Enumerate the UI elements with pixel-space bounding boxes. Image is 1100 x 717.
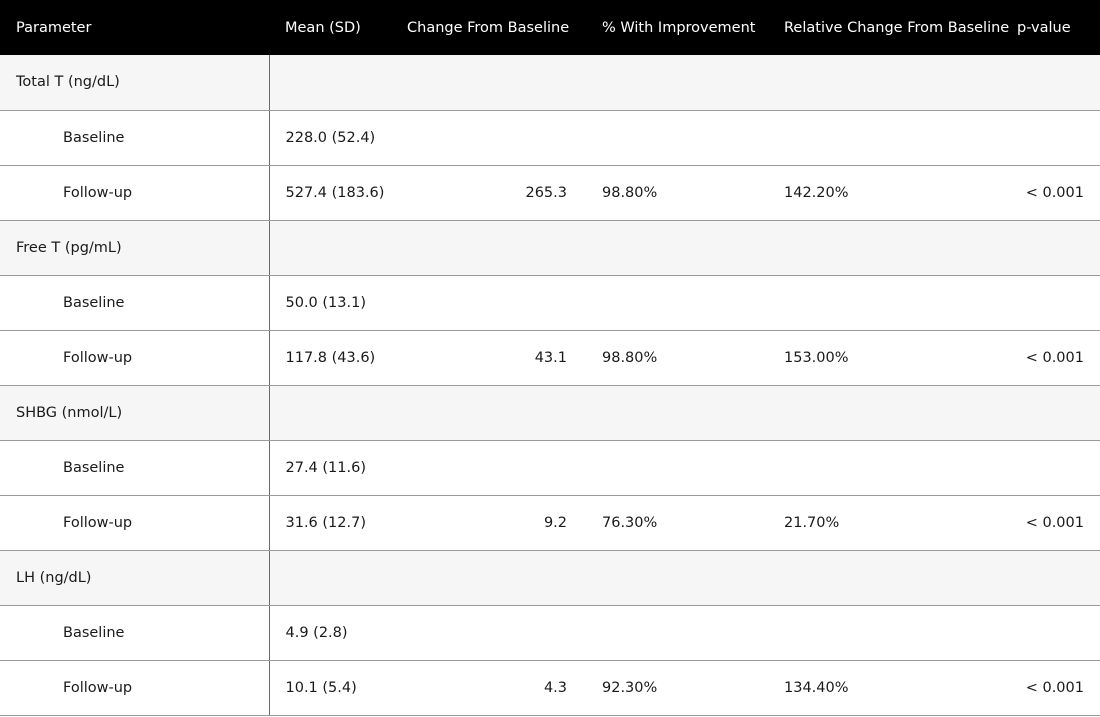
row-label: Baseline <box>0 440 270 496</box>
cell-empty <box>1003 440 1100 496</box>
header-row: Parameter Mean (SD) Change From Baseline… <box>0 0 1100 55</box>
header-change: Change From Baseline <box>407 19 570 36</box>
group-label: Free T (pg/mL) <box>0 220 270 276</box>
cell-mean: 228.0 (52.4) <box>269 110 391 166</box>
cell-relative-change: 153.00% <box>768 330 1003 386</box>
cell-pvalue: < 0.001 <box>1003 330 1100 386</box>
cell-empty <box>586 440 768 496</box>
cell-pct-improvement: 98.80% <box>586 330 768 386</box>
cell-empty <box>391 55 586 111</box>
group-row: Free T (pg/mL) <box>0 220 1100 276</box>
followup-row: Follow-up 31.6 (12.7) 9.2 76.30% 21.70% … <box>0 495 1100 551</box>
cell-empty <box>269 550 391 606</box>
cell-relative-change: 142.20% <box>768 165 1003 221</box>
group-label: LH (ng/dL) <box>0 550 270 606</box>
cell-mean: 527.4 (183.6) <box>269 165 391 221</box>
cell-pvalue: < 0.001 <box>1003 495 1100 551</box>
cell-pvalue: < 0.001 <box>1003 165 1100 221</box>
cell-empty <box>768 385 1003 441</box>
cell-empty <box>1003 220 1100 276</box>
cell-change: 265.3 <box>391 165 586 221</box>
cell-empty <box>1003 55 1100 111</box>
row-label: Follow-up <box>0 495 270 551</box>
cell-empty <box>1003 110 1100 166</box>
row-label: Baseline <box>0 605 270 661</box>
cell-empty <box>391 110 586 166</box>
cell-pct-improvement: 92.30% <box>586 660 768 716</box>
cell-empty <box>586 110 768 166</box>
cell-empty <box>768 110 1003 166</box>
group-label: SHBG (nmol/L) <box>0 385 270 441</box>
row-label: Baseline <box>0 275 270 331</box>
cell-empty <box>586 550 768 606</box>
cell-mean: 31.6 (12.7) <box>269 495 391 551</box>
group-row: Total T (ng/dL) <box>0 55 1100 111</box>
cell-mean: 117.8 (43.6) <box>269 330 391 386</box>
cell-empty <box>768 275 1003 331</box>
cell-empty <box>391 605 586 661</box>
cell-empty <box>391 220 586 276</box>
header-mean: Mean (SD) <box>285 19 361 36</box>
group-label: Total T (ng/dL) <box>0 55 270 111</box>
header-relative-change: Relative Change From Baseline <box>784 19 1010 36</box>
cell-empty <box>391 550 586 606</box>
cell-empty <box>586 220 768 276</box>
cell-empty <box>768 220 1003 276</box>
table-body: Total T (ng/dL) Baseline 228.0 (52.4) Fo… <box>0 55 1100 716</box>
cell-empty <box>586 605 768 661</box>
cell-pct-improvement: 98.80% <box>586 165 768 221</box>
baseline-row: Baseline 228.0 (52.4) <box>0 110 1100 166</box>
header-pct-improvement: % With Improvement <box>602 19 756 36</box>
followup-row: Follow-up 117.8 (43.6) 43.1 98.80% 153.0… <box>0 330 1100 386</box>
cell-empty <box>1003 275 1100 331</box>
cell-empty <box>586 385 768 441</box>
cell-empty <box>1003 385 1100 441</box>
baseline-row: Baseline 50.0 (13.1) <box>0 275 1100 331</box>
cell-empty <box>586 55 768 111</box>
cell-change: 4.3 <box>391 660 586 716</box>
cell-empty <box>269 55 391 111</box>
row-label: Baseline <box>0 110 270 166</box>
cell-empty <box>768 605 1003 661</box>
cell-change: 43.1 <box>391 330 586 386</box>
cell-mean: 27.4 (11.6) <box>269 440 391 496</box>
header-pvalue: p-value <box>1017 19 1071 36</box>
table-header: Parameter Mean (SD) Change From Baseline… <box>0 0 1100 55</box>
header-parameter: Parameter <box>16 19 92 36</box>
cell-empty <box>768 440 1003 496</box>
followup-row: Follow-up 10.1 (5.4) 4.3 92.30% 134.40% … <box>0 660 1100 716</box>
cell-mean: 10.1 (5.4) <box>269 660 391 716</box>
baseline-row: Baseline 4.9 (2.8) <box>0 605 1100 661</box>
cell-empty <box>768 550 1003 606</box>
row-label: Follow-up <box>0 660 270 716</box>
cell-pvalue: < 0.001 <box>1003 660 1100 716</box>
baseline-row: Baseline 27.4 (11.6) <box>0 440 1100 496</box>
cell-mean: 4.9 (2.8) <box>269 605 391 661</box>
cell-empty <box>269 220 391 276</box>
row-label: Follow-up <box>0 330 270 386</box>
cell-empty <box>391 275 586 331</box>
cell-empty <box>768 55 1003 111</box>
group-row: SHBG (nmol/L) <box>0 385 1100 441</box>
cell-empty <box>391 385 586 441</box>
cell-pct-improvement: 76.30% <box>586 495 768 551</box>
cell-change: 9.2 <box>391 495 586 551</box>
cell-relative-change: 21.70% <box>768 495 1003 551</box>
followup-row: Follow-up 527.4 (183.6) 265.3 98.80% 142… <box>0 165 1100 221</box>
row-label: Follow-up <box>0 165 270 221</box>
cell-relative-change: 134.40% <box>768 660 1003 716</box>
cell-mean: 50.0 (13.1) <box>269 275 391 331</box>
cell-empty <box>269 385 391 441</box>
cell-empty <box>586 275 768 331</box>
cell-empty <box>1003 550 1100 606</box>
group-row: LH (ng/dL) <box>0 550 1100 606</box>
cell-empty <box>1003 605 1100 661</box>
cell-empty <box>391 440 586 496</box>
